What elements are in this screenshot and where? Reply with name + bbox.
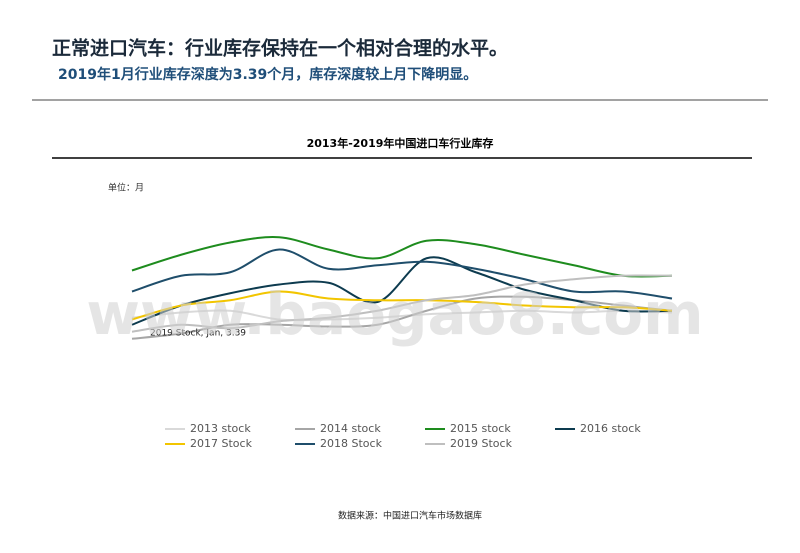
legend-label: 2015 stock bbox=[450, 422, 511, 435]
series-line bbox=[131, 309, 673, 322]
series-line bbox=[131, 290, 673, 321]
series-line bbox=[131, 274, 673, 333]
legend-label: 2017 Stock bbox=[190, 437, 253, 450]
watermark: www.baogao8.com bbox=[86, 280, 703, 348]
unit-label: 单位：月 bbox=[108, 182, 144, 194]
series-line bbox=[131, 256, 673, 326]
series-line bbox=[131, 248, 673, 300]
legend-label: 2014 stock bbox=[320, 422, 381, 435]
legend-label: 2013 stock bbox=[190, 422, 251, 435]
chart-title: 2013年-2019年中国进口车行业库存 bbox=[307, 136, 494, 150]
legend-label: 2018 Stock bbox=[320, 437, 383, 450]
slide-title: 正常进口汽车：行业库存保持在一个相对合理的水平。 bbox=[52, 37, 508, 60]
slide-subtitle: 2019年1月行业库存深度为3.39个月，库存深度较上月下降明显。 bbox=[58, 66, 477, 83]
data-label: 2019 Stock, Jan, 3.39 bbox=[150, 329, 246, 339]
legend-label: 2019 Stock bbox=[450, 437, 513, 450]
legend-label: 2016 stock bbox=[580, 422, 641, 435]
source-note: 数据来源：中国进口汽车市场数据库 bbox=[338, 510, 482, 522]
series-line bbox=[131, 236, 673, 278]
